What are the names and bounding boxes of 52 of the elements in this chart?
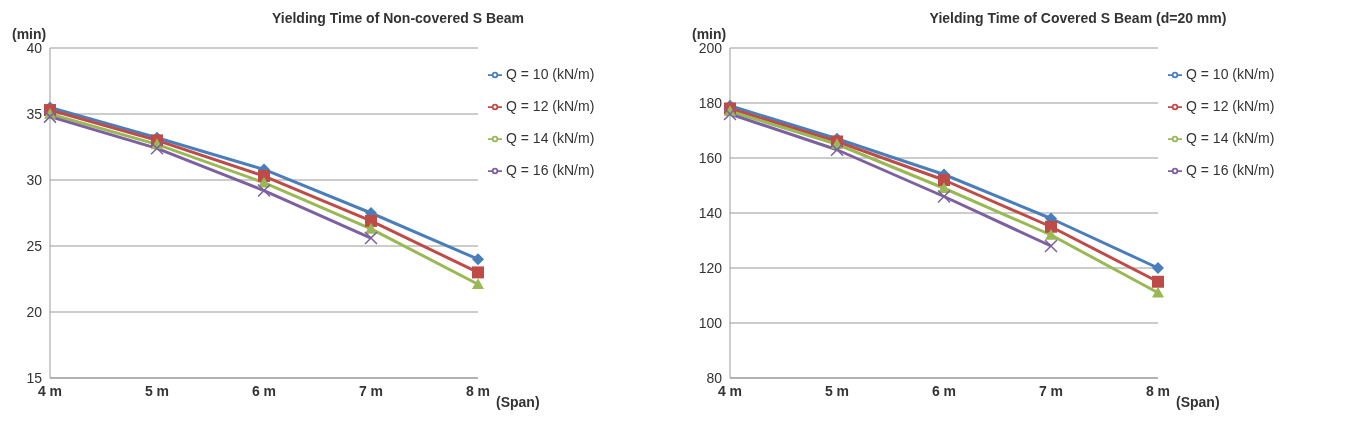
y-tick-label: 35	[26, 105, 43, 122]
legend-label: Q = 12 (kN/m)	[506, 98, 595, 114]
x-tick-label: 6 m	[931, 382, 957, 399]
x-axis-title: (Span)	[496, 394, 540, 410]
point	[472, 253, 484, 266]
x-tick-label: 5 m	[144, 382, 170, 399]
point	[472, 266, 484, 279]
point	[43, 109, 57, 124]
point	[364, 231, 378, 245]
y-tick-label: 30	[26, 171, 43, 188]
x-axis-title: (Span)	[1176, 394, 1220, 410]
y-tick-label: 120	[698, 259, 723, 276]
y-tick-label: 20	[26, 303, 43, 320]
chart-title: Yielding Time of Non-covered S Beam	[270, 10, 526, 26]
y-tick-label: 40	[26, 39, 43, 56]
y-tick-label: 180	[698, 94, 723, 111]
chart-title: Yielding Time of Covered S Beam (d=20 mm)	[928, 10, 1228, 26]
point	[723, 107, 737, 121]
legend-label: Q = 14 (kN/m)	[1186, 130, 1275, 146]
y-tick-label: 160	[698, 149, 723, 166]
point	[1045, 220, 1057, 233]
point	[365, 222, 377, 234]
point	[257, 183, 271, 198]
y-axis-title: (min)	[692, 26, 727, 42]
x-tick-label: 8 m	[1145, 382, 1171, 399]
point	[365, 214, 377, 227]
point	[1152, 275, 1164, 288]
y-tick-label: 100	[698, 314, 723, 331]
x-tick-label: 7 m	[358, 382, 384, 399]
legend-label: Q = 16 (kN/m)	[506, 162, 595, 178]
legend-label: Q = 12 (kN/m)	[1186, 98, 1275, 114]
x-tick-label: 7 m	[1038, 382, 1064, 399]
point	[1044, 239, 1058, 253]
x-tick-label: 6 m	[251, 382, 277, 399]
point	[150, 141, 164, 156]
point	[1045, 229, 1057, 240]
point	[1152, 262, 1164, 274]
point	[830, 143, 844, 157]
point	[938, 174, 950, 186]
y-tick-label: 25	[26, 237, 43, 254]
y-axis-title: (min)	[12, 26, 47, 42]
x-tick-label: 8 m	[465, 382, 491, 399]
legend-label: Q = 10 (kN/m)	[506, 66, 595, 82]
point	[937, 189, 951, 204]
legend-label: Q = 14 (kN/m)	[506, 130, 595, 146]
legend-label: Q = 10 (kN/m)	[1186, 66, 1275, 82]
y-tick-label: 140	[698, 204, 723, 221]
y-tick-label: 200	[698, 39, 723, 56]
point	[1152, 286, 1164, 298]
x-tick-label: 5 m	[824, 382, 850, 399]
point	[472, 278, 484, 290]
legend-label: Q = 16 (kN/m)	[1186, 162, 1275, 178]
